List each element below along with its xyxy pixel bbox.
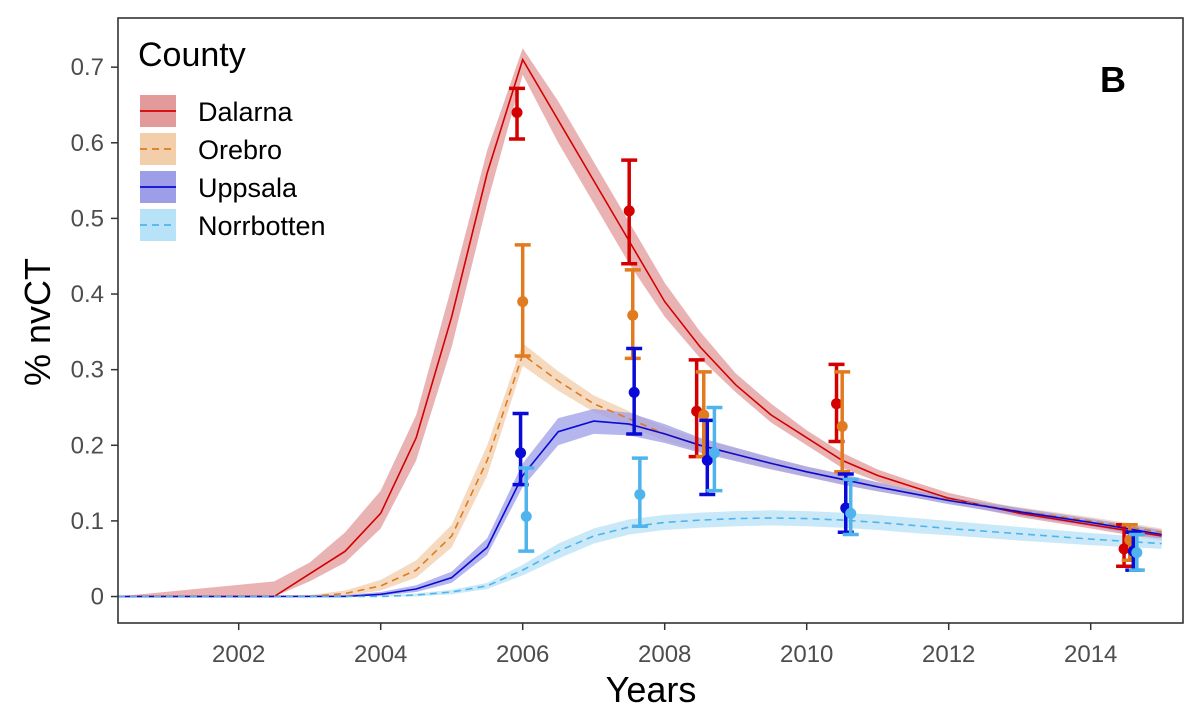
point-uppsala-3 <box>699 418 716 497</box>
x-tick-label: 2004 <box>354 641 407 668</box>
point-norrbotten-2 <box>631 456 648 528</box>
marker-dalarna <box>831 398 843 410</box>
marker-orebro <box>698 409 710 421</box>
legend: County Dalarna Orebro Uppsala Norrbotten <box>138 36 326 241</box>
marker-uppsala <box>701 454 713 466</box>
marker-norrbotten <box>634 488 646 500</box>
band-uppsala <box>118 409 1162 597</box>
confidence-bands <box>118 48 1162 597</box>
legend-item-uppsala: Uppsala <box>140 171 298 203</box>
panel-label: B <box>1100 59 1126 100</box>
marker-norrbotten <box>708 447 720 459</box>
legend-label-norrbotten: Norrbotten <box>198 211 326 241</box>
y-axis: 0 0.1 0.2 0.3 0.4 0.5 0.6 0.7 <box>71 54 118 611</box>
x-axis-title: Years <box>606 669 697 710</box>
x-tick-label: 2010 <box>780 641 833 668</box>
marker-uppsala <box>628 386 640 398</box>
legend-label-uppsala: Uppsala <box>198 173 298 203</box>
legend-item-norrbotten: Norrbotten <box>140 209 326 241</box>
y-tick-label: 0.1 <box>71 508 104 535</box>
point-norrbotten-1 <box>518 466 535 553</box>
x-tick-label: 2008 <box>638 641 691 668</box>
marker-orebro <box>517 296 529 308</box>
y-tick-label: 0.4 <box>71 281 104 308</box>
marker-norrbotten <box>1131 547 1143 559</box>
y-axis-title: % nvCT <box>17 258 58 386</box>
x-tick-label: 2002 <box>212 641 265 668</box>
line-norrbotten <box>118 517 1162 598</box>
x-tick-label: 2006 <box>496 641 549 668</box>
point-orebro-1 <box>514 243 531 358</box>
y-tick-label: 0.7 <box>71 54 104 81</box>
legend-item-dalarna: Dalarna <box>140 95 294 127</box>
plot-panel-border <box>117 17 1184 624</box>
legend-label-orebro: Orebro <box>198 135 282 165</box>
model-lines <box>118 57 1162 598</box>
legend-title: County <box>138 36 246 74</box>
line-dalarna <box>118 57 1162 598</box>
point-dalarna-2 <box>621 158 638 266</box>
x-tick-label: 2012 <box>922 641 975 668</box>
point-dalarna-4 <box>828 362 845 444</box>
point-norrbotten-4 <box>842 477 859 537</box>
x-tick-label: 2014 <box>1064 641 1117 668</box>
point-norrbotten-5 <box>1128 532 1145 572</box>
y-tick-label: 0.5 <box>71 205 104 232</box>
y-tick-label: 0.6 <box>71 130 104 157</box>
point-uppsala-2 <box>626 346 643 436</box>
y-tick-label: 0.2 <box>71 432 104 459</box>
marker-norrbotten <box>520 510 532 522</box>
legend-item-orebro: Orebro <box>140 133 282 165</box>
point-dalarna-1 <box>509 86 526 141</box>
legend-label-dalarna: Dalarna <box>198 97 294 127</box>
observed-points <box>509 86 1145 572</box>
x-axis: 2002 2004 2006 2008 2010 2012 2014 <box>212 623 1117 668</box>
marker-orebro <box>627 309 639 321</box>
marker-dalarna <box>1118 543 1130 555</box>
marker-orebro <box>836 420 848 432</box>
point-norrbotten-3 <box>706 405 723 493</box>
marker-norrbotten <box>845 507 857 519</box>
point-orebro-4 <box>834 370 851 474</box>
y-tick-label: 0.3 <box>71 357 104 384</box>
band-norrbotten <box>118 510 1162 597</box>
y-tick-label: 0 <box>91 584 104 611</box>
marker-dalarna <box>511 107 523 119</box>
marker-uppsala <box>515 447 527 459</box>
point-orebro-2 <box>624 268 641 361</box>
line-uppsala <box>118 420 1162 598</box>
marker-dalarna <box>623 205 635 217</box>
